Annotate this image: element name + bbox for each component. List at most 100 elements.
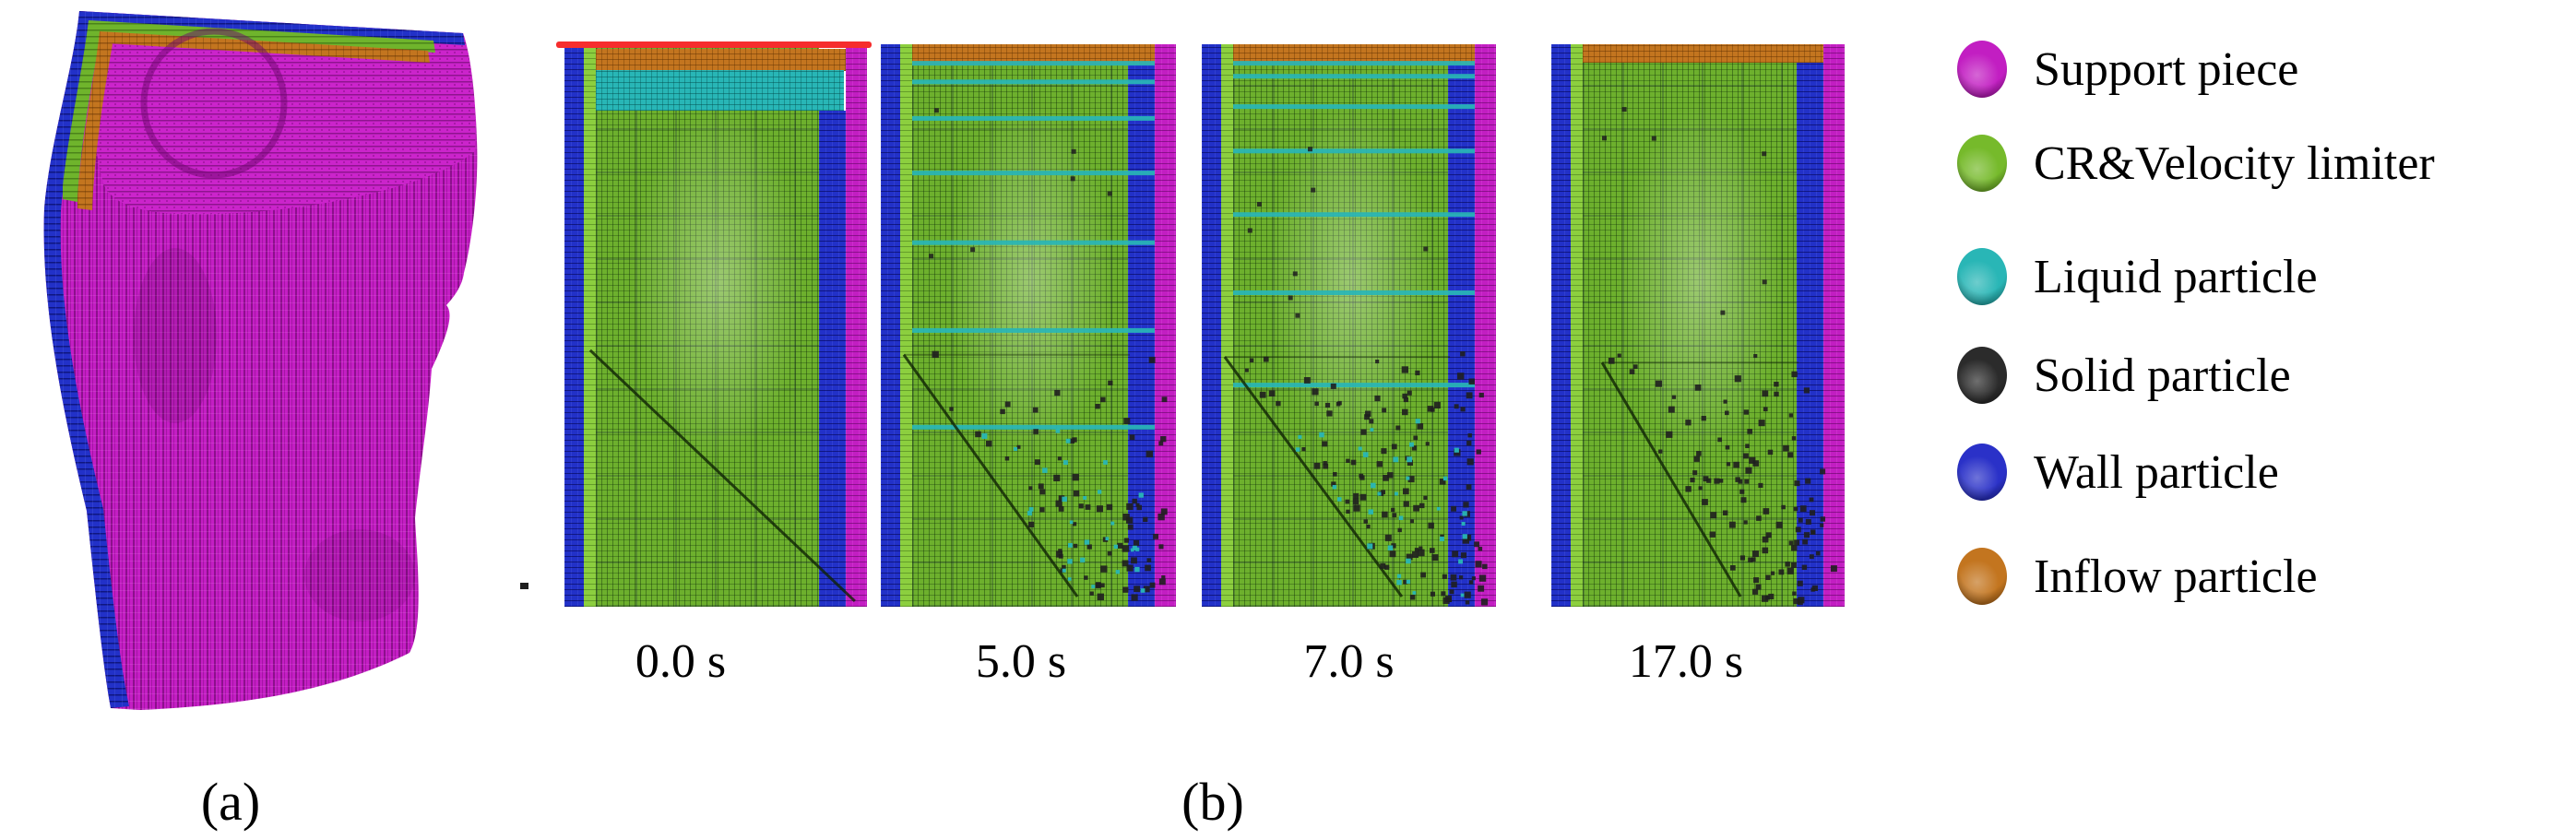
support-strip — [1475, 44, 1496, 607]
solid-particle-dot — [1430, 591, 1435, 597]
solid-particle-dot — [1762, 390, 1769, 397]
liquid-speck — [1062, 460, 1068, 466]
solid-particle-dot — [1333, 472, 1337, 477]
solid-particle-dot — [1751, 557, 1756, 562]
solid-particle-dot — [1762, 536, 1769, 543]
solid-particle-dot — [1735, 477, 1740, 482]
model-wall-edge-left — [43, 11, 129, 708]
solid-particle-dot — [1123, 538, 1129, 543]
solid-particle-dot — [1651, 136, 1656, 141]
slope-boundary-line — [1600, 361, 1742, 597]
solid-particle-dot — [1038, 483, 1044, 490]
solid-particle-dot — [1765, 574, 1771, 580]
solid-particle-dot — [1815, 550, 1821, 556]
solid-particle-dot — [1403, 501, 1409, 507]
solid-particle-dot — [929, 254, 934, 259]
solid-particle-dot — [1353, 498, 1359, 504]
solid-particle-dot — [1086, 544, 1092, 550]
slope-boundary-line — [902, 353, 1079, 597]
solid-particle-dot — [1685, 420, 1692, 426]
solid-particle-dot — [1733, 461, 1739, 468]
solid-particle-dot — [1668, 406, 1675, 413]
solid-particle-dot — [1383, 475, 1389, 481]
solid-particle-dot — [1295, 313, 1300, 318]
solid-particle-dot — [1058, 549, 1062, 553]
solid-particle-dot — [1122, 560, 1129, 567]
model-shading — [304, 529, 415, 621]
solid-particle-dot — [1335, 402, 1341, 407]
solid-particle-dot — [1133, 539, 1140, 547]
solid-particle-dot — [1312, 388, 1319, 396]
solid-particle-dot — [986, 441, 992, 447]
solid-particle-dot — [1476, 449, 1481, 455]
solid-particle-dot — [1752, 588, 1759, 595]
solid-particle-dot — [1768, 593, 1775, 599]
solid-particle-dot — [1454, 449, 1461, 456]
solid-particle-dot — [1701, 416, 1706, 421]
liquid-speck — [1377, 491, 1382, 496]
solid-particle-dot — [1820, 523, 1824, 527]
solid-particle-dot — [1331, 481, 1336, 487]
liquid-line — [1233, 74, 1475, 79]
solid-particle-dot — [1053, 474, 1061, 481]
solid-particle-dot — [1466, 484, 1472, 490]
solid-particle-dot — [1811, 585, 1818, 591]
solid-particle-dot — [1096, 505, 1103, 513]
solid-particle-dot — [1765, 595, 1770, 600]
solid-particle-dot — [1247, 228, 1252, 233]
legend-swatch-liquid-particle — [1957, 248, 2007, 305]
solid-particle-dot — [1621, 107, 1627, 112]
solid-particle-dot — [1802, 538, 1808, 545]
liquid-speck — [1406, 579, 1410, 584]
solid-particle-dot — [1770, 571, 1775, 575]
solid-particle-dot — [1072, 474, 1079, 481]
solid-particle-dot — [1608, 358, 1615, 364]
solid-particle-dot — [1690, 478, 1695, 483]
liquid-speck — [1062, 568, 1066, 573]
solid-particle-dot — [1714, 478, 1720, 484]
solid-particle-dot — [1387, 472, 1394, 479]
solid-particle-dot — [1097, 593, 1104, 600]
solid-particle-dot — [1406, 553, 1413, 561]
solid-particle-dot — [1449, 589, 1454, 595]
solid-particle-dot — [1763, 407, 1768, 412]
liquid-speck — [1367, 543, 1373, 550]
solid-particle-dot — [1146, 558, 1152, 562]
solid-particle-dot — [1345, 499, 1350, 504]
solid-particle-dot — [1126, 516, 1134, 524]
liquid-speck — [1098, 490, 1102, 494]
solid-particle-dot — [1698, 486, 1703, 491]
liquid-speck — [1068, 543, 1073, 548]
liquid-speck — [1069, 520, 1074, 525]
liquid-speck — [1368, 509, 1373, 515]
solid-particle-dot — [1441, 591, 1446, 597]
wall-right — [1797, 63, 1823, 607]
solid-particle-dot — [1161, 396, 1168, 403]
wall-left — [881, 44, 900, 607]
liquid-speck — [1454, 447, 1459, 453]
solid-particle-dot — [1734, 375, 1741, 383]
solid-particle-dot — [1381, 490, 1385, 495]
time-label: 0.0 s — [635, 635, 727, 688]
solid-particle-dot — [1035, 459, 1040, 466]
solid-particle-dot — [1374, 395, 1381, 402]
solid-particle-dot — [1820, 516, 1825, 522]
liquid-speck — [1387, 545, 1394, 550]
solid-particle-dot — [1326, 410, 1333, 417]
liquid-speck — [1130, 548, 1134, 552]
solid-particle-dot — [1382, 511, 1388, 518]
liquid-speck — [1393, 456, 1399, 463]
solid-particle-dot — [1745, 467, 1752, 474]
solid-particle-dot — [1787, 567, 1794, 574]
solid-particle-dot — [1365, 410, 1371, 417]
solid-particle-dot — [1418, 549, 1425, 557]
liquid-band — [596, 70, 844, 111]
liquid-speck — [1458, 559, 1463, 564]
solid-particle-dot — [1330, 383, 1336, 389]
solid-particle-dot — [1382, 408, 1387, 413]
solid-particle-dot — [1774, 391, 1779, 397]
slope-boundary-line — [1223, 356, 1404, 597]
solid-particle-dot — [1478, 546, 1483, 551]
solid-particle-dot — [1739, 489, 1745, 494]
solid-particle-dot — [1752, 460, 1760, 467]
